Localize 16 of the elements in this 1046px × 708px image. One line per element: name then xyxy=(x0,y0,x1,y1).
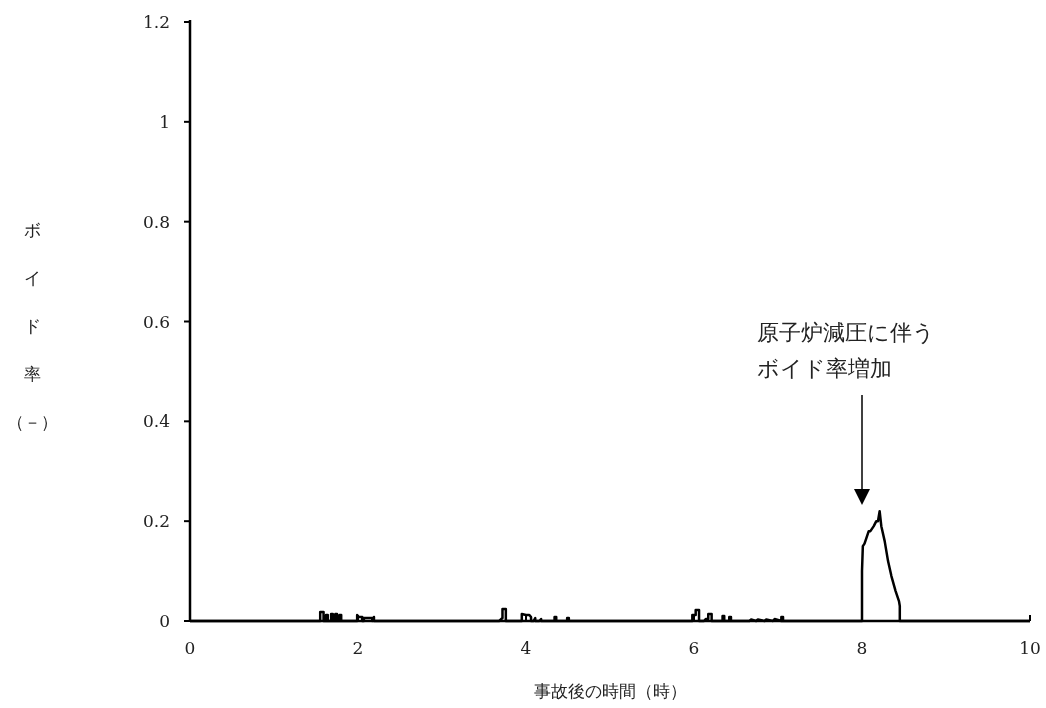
y-tick-label: 0.2 xyxy=(142,511,170,532)
y-tick-label: 0.6 xyxy=(142,311,170,332)
x-tick-label: 0 xyxy=(184,638,196,658)
annotation: 原子炉減圧に伴うボイド率増加 xyxy=(757,320,935,381)
y-tick-label: 1 xyxy=(159,111,170,132)
x-tick-label: 2 xyxy=(352,638,364,658)
x-tick-label: 6 xyxy=(688,638,700,658)
text: ボイド率（－） xyxy=(6,220,58,432)
x-tick-label: 8 xyxy=(856,638,868,658)
x-tick-label: 10 xyxy=(1019,638,1041,658)
x-tick-label: 4 xyxy=(520,638,532,658)
y-tick-label: 0.4 xyxy=(142,411,170,432)
y-tick-label: 0.8 xyxy=(142,211,170,232)
y-tick-label: 0 xyxy=(159,611,170,631)
x-axis-title: 事故後の時間（時） xyxy=(533,681,687,701)
y-tick-label: 1.2 xyxy=(142,12,170,32)
